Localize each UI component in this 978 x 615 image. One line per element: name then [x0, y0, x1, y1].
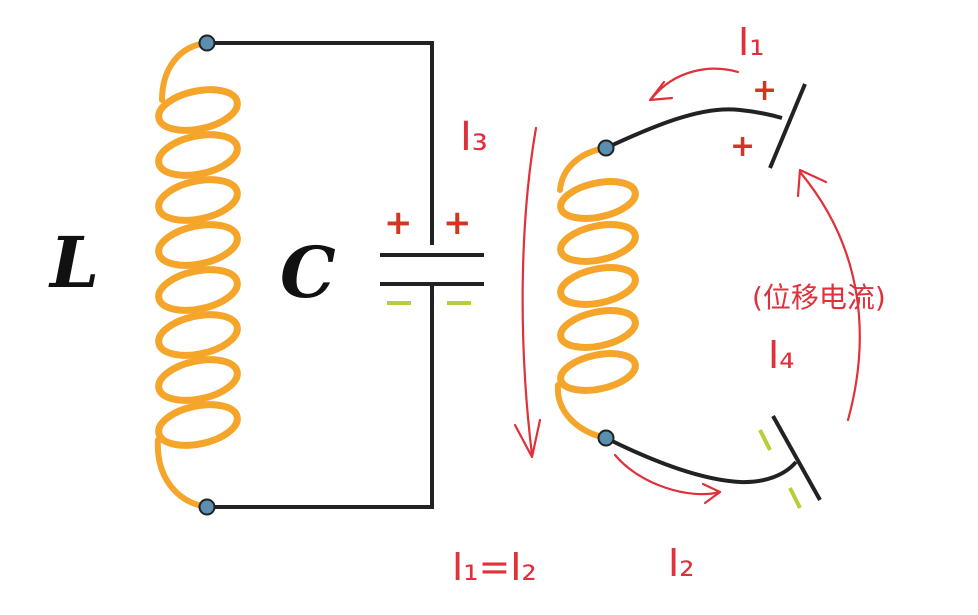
- right-minus-1: [758, 429, 772, 451]
- right-minus-2: [788, 487, 802, 509]
- i4-arrowhead: [796, 168, 828, 198]
- i1-label: I₁: [738, 20, 764, 64]
- left-lc-circuit: + + L C: [48, 34, 484, 516]
- left-coil: [155, 86, 241, 449]
- right-bottom-terminal: [597, 429, 615, 447]
- right-bottom-plate: [771, 415, 822, 501]
- i4-arrow: [798, 170, 861, 422]
- annotation-labels: I₁ I₃ (位移电流) I₄ I₁=I₂ I₂: [452, 20, 886, 589]
- i2-arrow: [613, 453, 722, 496]
- i4-label: I₄: [768, 333, 794, 377]
- right-plus-2: +: [730, 129, 755, 164]
- capacitor-plus-right: +: [443, 203, 472, 243]
- right-top-terminal: [597, 139, 615, 157]
- i1-arrow: [650, 67, 740, 100]
- right-top-wire: [605, 107, 783, 150]
- capacitor-minus-right: [447, 301, 471, 305]
- right-open-circuit: + +: [554, 73, 822, 509]
- i2-arrowhead: [701, 482, 722, 505]
- left-top-terminal: [198, 34, 216, 52]
- i3-arrowhead: [513, 418, 542, 459]
- left-coil-lead-bottom: [154, 437, 210, 510]
- i3-label: I₃: [460, 114, 488, 160]
- i1-equals-i2-label: I₁=I₂: [452, 545, 537, 589]
- right-plus-1: +: [752, 73, 777, 108]
- bottom-wire: [207, 284, 434, 509]
- i2-label: I₂: [668, 541, 694, 585]
- right-top-plate: [768, 83, 807, 169]
- inductor-label: L: [48, 221, 99, 304]
- capacitor-plus-left: +: [384, 203, 413, 243]
- displacement-current-label: (位移电流): [752, 281, 886, 314]
- right-bottom-wire: [605, 436, 798, 485]
- left-bottom-terminal: [198, 498, 216, 516]
- top-wire: [207, 41, 434, 245]
- i1-arrowhead: [648, 80, 674, 102]
- annotations: [513, 67, 861, 505]
- right-coil: [557, 178, 639, 394]
- i3-arrow: [521, 126, 538, 457]
- capacitor-label: C: [280, 231, 336, 314]
- capacitor-minus-left: [387, 301, 411, 305]
